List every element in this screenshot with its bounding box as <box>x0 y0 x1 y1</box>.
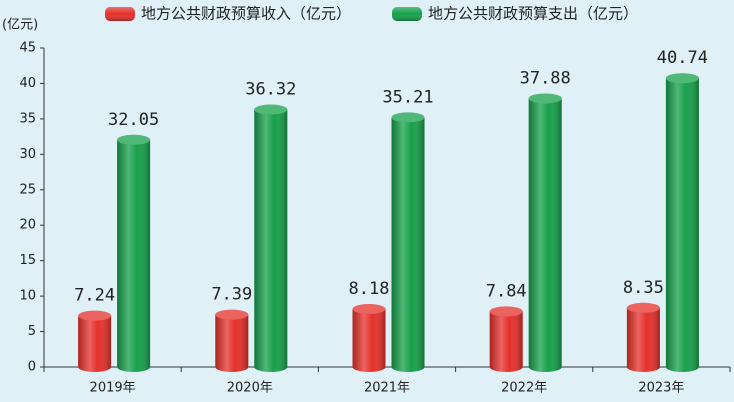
bar <box>665 73 699 372</box>
bar-shade <box>626 307 660 372</box>
bar <box>215 309 249 372</box>
value-label: 8.18 <box>349 279 390 299</box>
y-tick-label: 5 <box>28 324 36 339</box>
y-tick-label: 30 <box>19 147 36 162</box>
value-label: 32.05 <box>108 110 159 130</box>
value-label: 7.84 <box>486 281 527 301</box>
bar-top-highlight <box>254 104 288 115</box>
value-label: 37.88 <box>520 68 571 88</box>
value-label: 8.35 <box>623 278 664 298</box>
bar-shade <box>665 78 699 372</box>
bar-top <box>215 309 249 320</box>
value-label: 35.21 <box>382 87 433 107</box>
x-tick-label: 2021年 <box>364 381 410 396</box>
bar-top <box>626 302 660 313</box>
legend-swatch-shade <box>392 7 422 21</box>
bar <box>626 302 660 372</box>
bar-shade <box>78 315 112 372</box>
bar <box>352 304 386 372</box>
bar-top-highlight <box>489 306 523 317</box>
y-tick-label: 35 <box>19 111 36 126</box>
bar <box>254 104 288 372</box>
bar-shade <box>528 98 562 372</box>
y-tick-label: 45 <box>19 41 36 56</box>
bar <box>117 134 151 372</box>
y-tick-label: 0 <box>28 360 36 375</box>
y-tick-label: 15 <box>19 253 36 268</box>
bar-shade <box>117 139 151 372</box>
x-tick-label: 2020年 <box>227 381 273 396</box>
value-label: 36.32 <box>245 80 296 100</box>
bar-top-highlight <box>665 73 699 84</box>
bar <box>528 93 562 372</box>
x-tick-label: 2022年 <box>501 381 547 396</box>
bar-top-highlight <box>117 134 151 145</box>
bar-top <box>352 304 386 315</box>
bar-shade <box>489 311 523 372</box>
bar-top-highlight <box>352 304 386 315</box>
value-label: 7.24 <box>74 286 115 306</box>
bar-top <box>117 134 151 145</box>
bar-shade <box>215 314 249 372</box>
legend-label: 地方公共财政预算收入（亿元） <box>141 5 351 23</box>
bar-shade <box>391 117 425 372</box>
y-tick-label: 25 <box>19 182 36 197</box>
x-tick-label: 2019年 <box>90 381 136 396</box>
legend-swatch-shade <box>105 7 135 21</box>
bar-top <box>665 73 699 84</box>
bar-top <box>528 93 562 104</box>
bar-top-highlight <box>391 112 425 123</box>
bar <box>489 306 523 372</box>
y-tick-label: 20 <box>19 218 36 233</box>
bar-top <box>489 306 523 317</box>
y-tick-label: 40 <box>19 76 36 91</box>
value-label: 7.39 <box>211 285 252 305</box>
value-label: 40.74 <box>657 48 708 68</box>
bar <box>78 310 112 372</box>
bar-shade <box>352 309 386 372</box>
bar-top-highlight <box>78 310 112 321</box>
x-tick-label: 2023年 <box>638 381 684 396</box>
bar-top-highlight <box>215 309 249 320</box>
bar <box>391 112 425 372</box>
bar-top-highlight <box>626 302 660 313</box>
bar-top <box>391 112 425 123</box>
bar-shade <box>254 109 288 372</box>
y-tick-label: 10 <box>19 289 36 304</box>
bar-top <box>254 104 288 115</box>
legend-label: 地方公共财政预算支出（亿元） <box>428 5 638 23</box>
y-axis-label: (亿元) <box>2 18 38 33</box>
bar-top <box>78 310 112 321</box>
bar-top-highlight <box>528 93 562 104</box>
